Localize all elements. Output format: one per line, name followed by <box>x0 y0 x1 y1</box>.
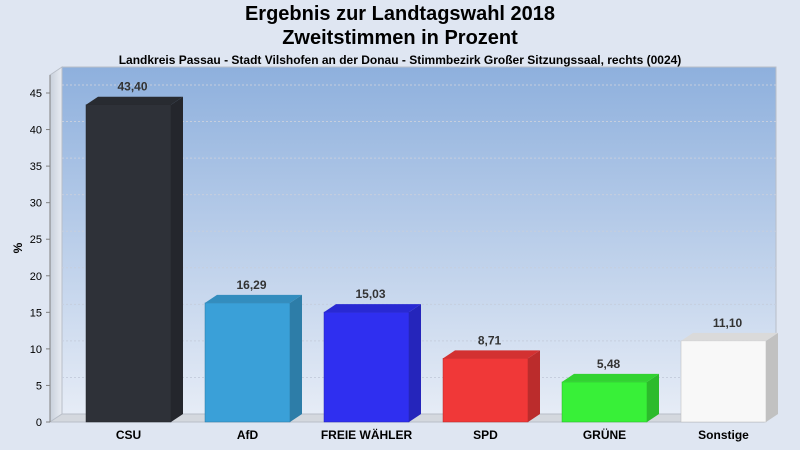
bar-front <box>561 381 648 423</box>
bar-front <box>680 340 767 423</box>
bar-top <box>562 373 659 382</box>
y-axis: 0 5 10 15 20 25 30 35 40 45 <box>30 75 51 429</box>
bar <box>85 96 183 423</box>
x-tick-label: Sonstige <box>698 428 749 442</box>
x-tick-label: SPD <box>473 428 498 442</box>
bar <box>323 304 421 423</box>
bar-top <box>205 294 302 303</box>
bar-top <box>681 332 778 341</box>
side-wall <box>49 66 63 423</box>
bar-side <box>528 350 540 422</box>
y-tick-label: 45 <box>30 88 42 100</box>
bar <box>680 332 778 423</box>
x-axis: CSU AfD FREIE WÄHLER SPD GRÜNE Sonstige <box>116 427 749 442</box>
data-label: 11,10 <box>713 316 743 330</box>
y-tick-label: 35 <box>30 161 42 173</box>
data-label: 43,40 <box>117 80 147 94</box>
y-axis-label: % <box>11 242 25 253</box>
y-tick-label: 40 <box>30 125 42 137</box>
chart-title: Ergebnis zur Landtagswahl 2018 <box>244 3 556 25</box>
data-label: 8,71 <box>478 333 502 347</box>
y-tick-label: 20 <box>30 271 42 283</box>
data-label: 16,29 <box>236 278 266 292</box>
y-tick-label: 15 <box>30 307 42 319</box>
y-tick-label: 10 <box>30 344 42 356</box>
bar-front <box>323 311 410 423</box>
x-tick-label: FREIE WÄHLER <box>321 427 413 442</box>
bar-side <box>647 373 659 422</box>
bar-side <box>171 96 183 422</box>
data-label: 15,03 <box>355 287 385 301</box>
bar <box>442 350 540 423</box>
y-tick-label: 0 <box>36 417 42 429</box>
bars: 43,40 16,29 15,03 8,71 5,48 11,10 <box>85 80 778 423</box>
bar-front <box>442 358 529 423</box>
x-tick-label: CSU <box>116 428 141 442</box>
x-tick-label: GRÜNE <box>583 427 626 442</box>
bar-side <box>409 304 421 422</box>
bar-top <box>443 350 540 359</box>
chart-subtitle: Landkreis Passau - Stadt Vilshofen an de… <box>118 53 682 67</box>
y-tick-label: 5 <box>36 380 42 392</box>
bar-front <box>85 104 172 423</box>
bar-top <box>86 96 183 105</box>
x-tick-label: AfD <box>237 428 259 442</box>
bar-top <box>324 304 421 313</box>
bar-side <box>766 332 778 422</box>
bar-side <box>290 294 302 422</box>
data-label: 5,48 <box>597 357 621 371</box>
bar <box>204 294 302 423</box>
y-tick-label: 30 <box>30 198 42 210</box>
bar <box>561 373 659 423</box>
chart-title-2: Zweitstimmen in Prozent <box>282 27 518 49</box>
bar-front <box>204 302 291 423</box>
y-tick-label: 25 <box>30 234 42 246</box>
